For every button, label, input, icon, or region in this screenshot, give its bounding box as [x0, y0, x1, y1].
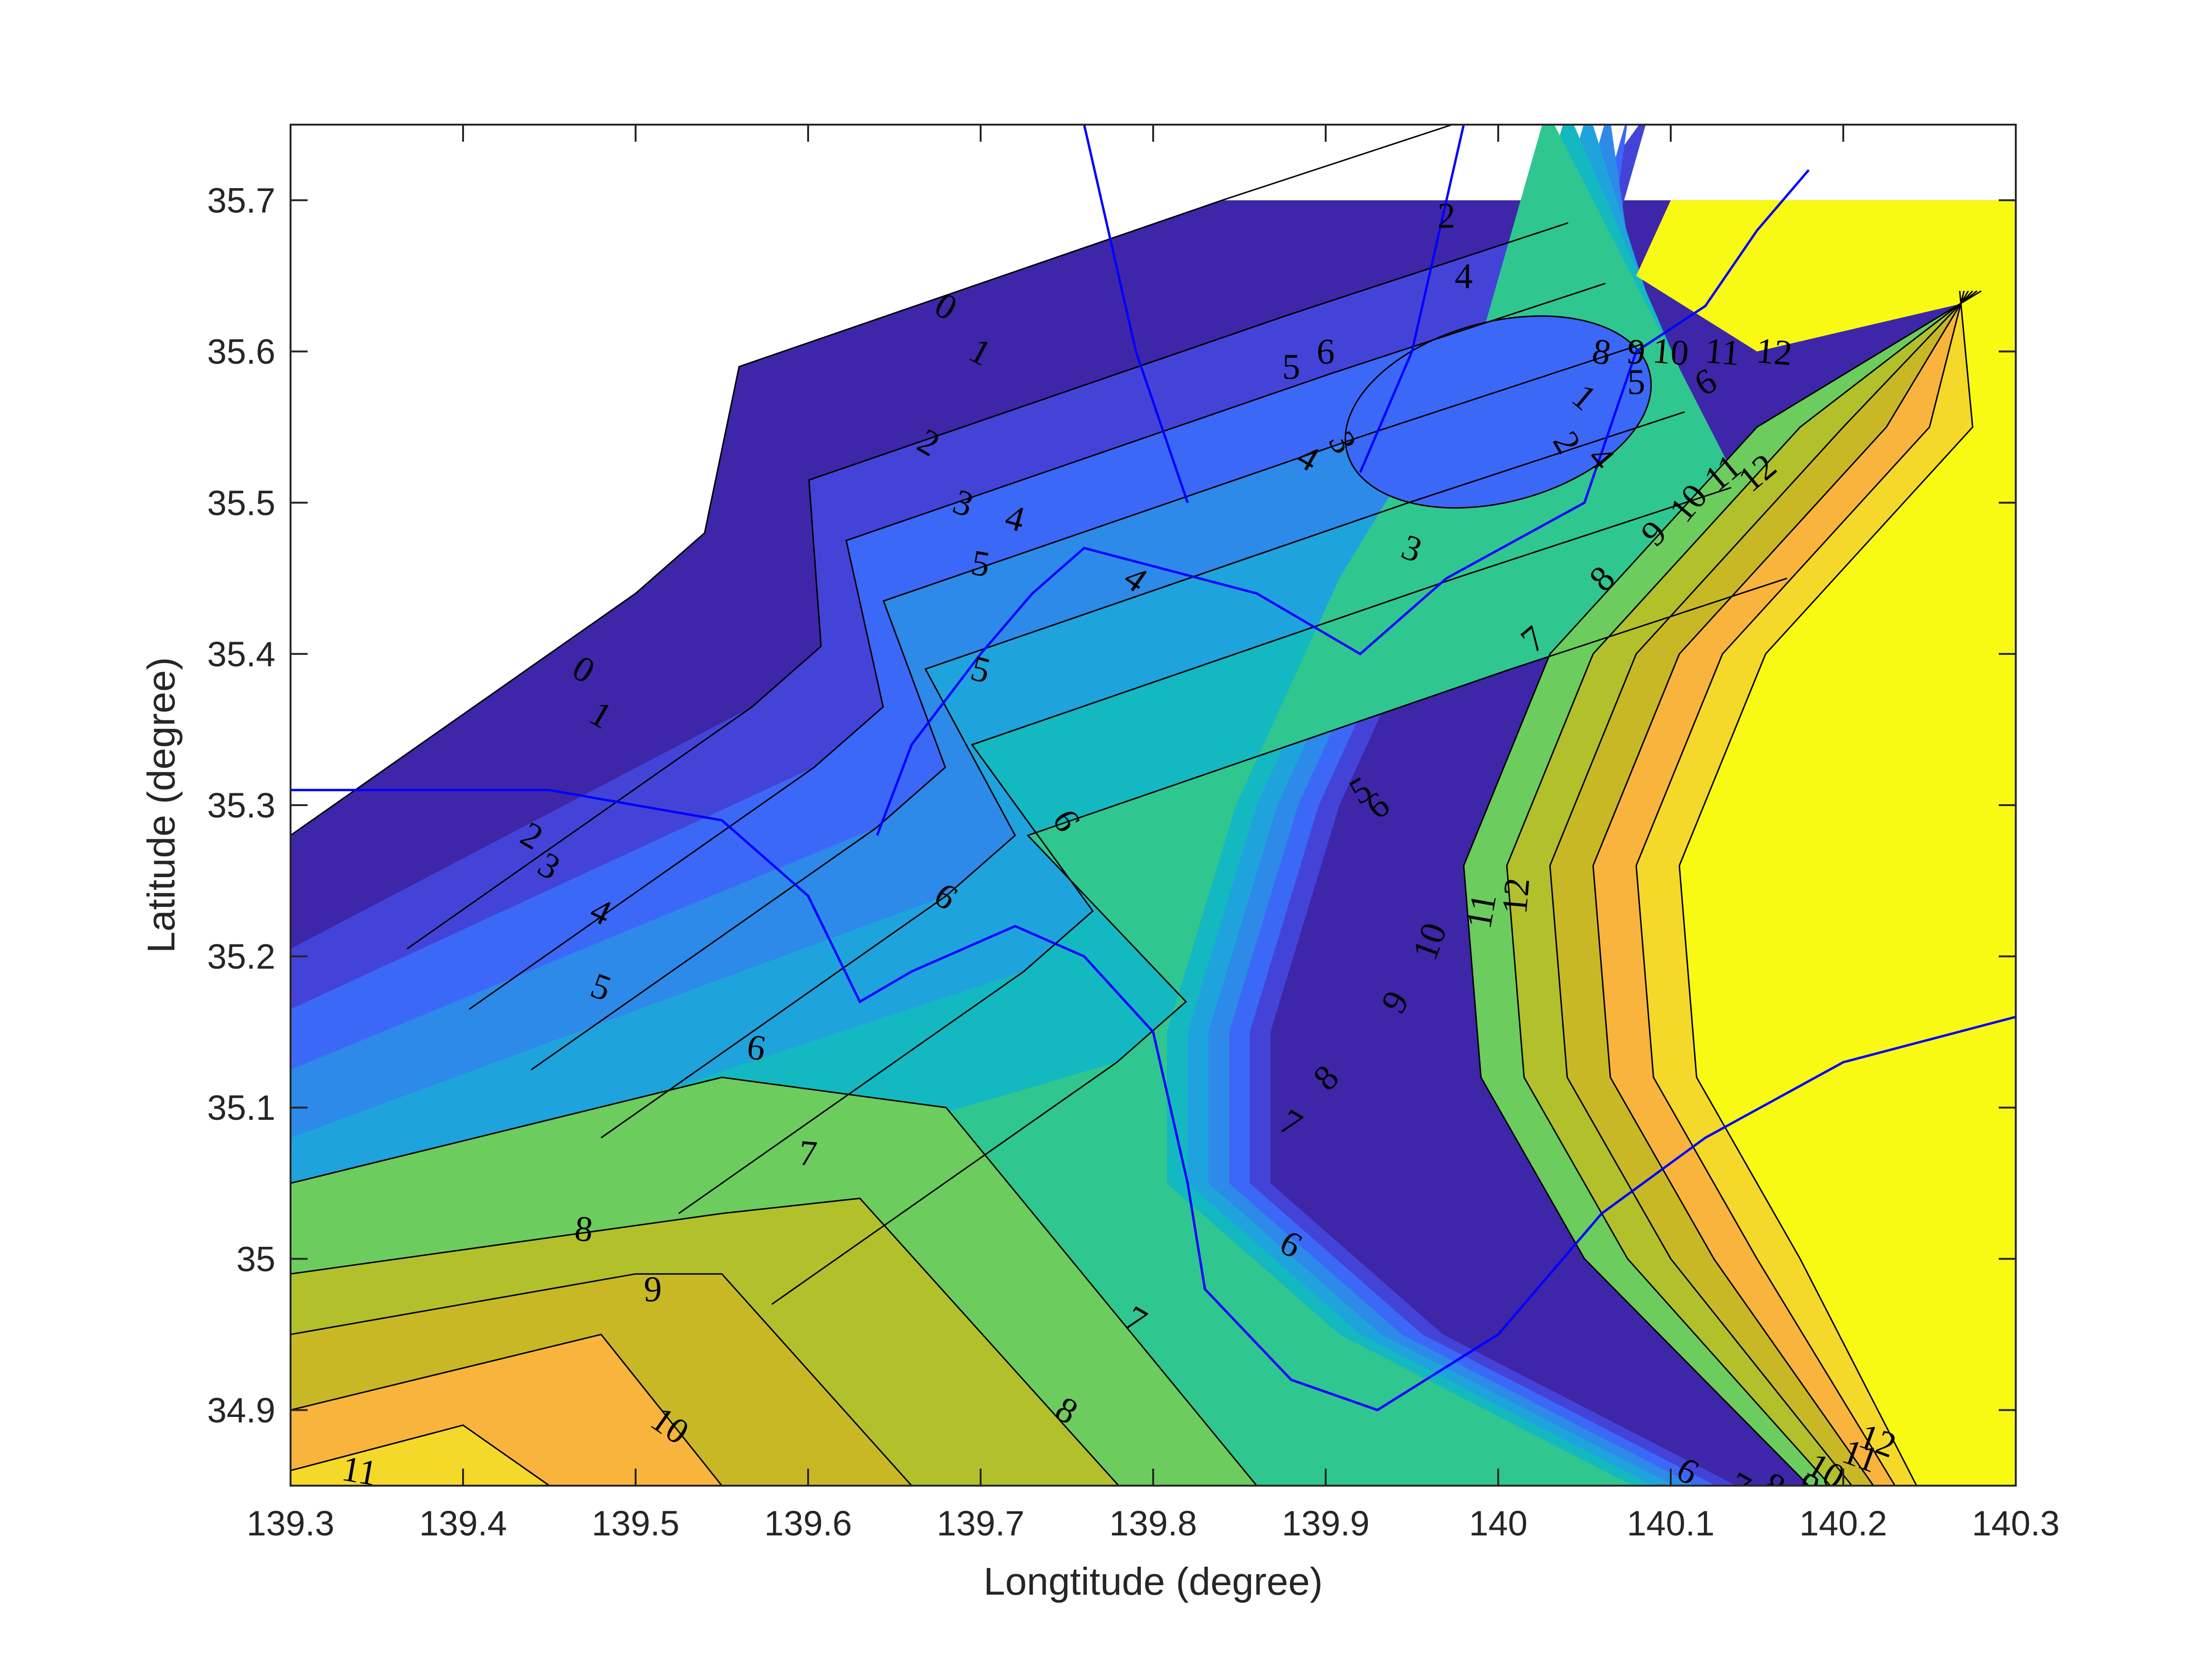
- contour-label: 5: [1282, 347, 1300, 387]
- x-tick-label: 140.2: [1799, 1504, 1887, 1543]
- contour-line-4: [601, 411, 1685, 1139]
- contour-label: 12: [1755, 331, 1794, 373]
- contour-label: 9: [1626, 331, 1647, 372]
- contour-line-7: [1463, 290, 1982, 1486]
- x-tick-label: 140.1: [1627, 1504, 1714, 1543]
- x-tick-label: 139.5: [592, 1504, 679, 1543]
- y-tick-label: 34.9: [207, 1390, 275, 1430]
- contour-bands: [291, 125, 2016, 1486]
- contour-lines: [291, 125, 1982, 1486]
- contour-line-9: [291, 1273, 912, 1486]
- x-axis-label: Longtitude (degree): [983, 1560, 1323, 1603]
- low-pocket: [1344, 315, 1652, 509]
- x-axis: 139.3 139.4 139.5 139.6 139.7 139.8 139.9 140 14…: [246, 125, 2060, 1543]
- contour-line-1: [406, 222, 1568, 950]
- contour-line-10: [291, 1334, 723, 1486]
- x-tick-label: 139.7: [937, 1504, 1024, 1543]
- y-tick-label: 35.2: [207, 937, 275, 976]
- contour-line-11: [291, 1424, 550, 1486]
- x-tick-label: 140: [1469, 1504, 1527, 1543]
- x-tick-label: 139.3: [246, 1504, 334, 1543]
- contour-label: 4: [1455, 256, 1473, 296]
- contour-line-9: [1549, 290, 1974, 1486]
- contour-line-8: [1506, 290, 1978, 1486]
- contour-label: 6: [1317, 332, 1335, 372]
- contour-label: 12: [1494, 876, 1537, 916]
- x-tick-label: 139.4: [419, 1504, 507, 1543]
- y-tick-label: 35.4: [207, 635, 275, 674]
- x-tick-label: 140.3: [1972, 1504, 2059, 1543]
- y-axis: 34.9 35 35.1 35.2 35.3 35.4 35.5 35.6 35.7: [207, 181, 2016, 1430]
- y-tick-label: 35.6: [207, 332, 275, 372]
- y-tick-label: 35.5: [207, 483, 275, 523]
- x-tick-label: 139.8: [1109, 1504, 1197, 1543]
- y-tick-label: 35.3: [207, 786, 275, 825]
- y-axis-label: Latitude (degree): [140, 657, 183, 953]
- contour-line-12: [1678, 290, 1974, 1486]
- y-tick-label: 35.7: [207, 181, 275, 220]
- y-tick-label: 35.1: [207, 1088, 275, 1127]
- contour-label: 5: [1627, 362, 1645, 402]
- contour-label: 7: [797, 1133, 819, 1174]
- contour-line-2: [468, 282, 1606, 1010]
- contour-line-10: [1592, 290, 1969, 1486]
- contour-label: 2: [1438, 196, 1456, 236]
- contour-label: 11: [1459, 890, 1504, 932]
- coastline-segment: [1359, 125, 1465, 473]
- contour-label: 11: [1703, 331, 1741, 373]
- contour-line-8: [291, 1198, 1120, 1486]
- y-tick-label: 35: [237, 1239, 275, 1279]
- x-tick-label: 139.9: [1282, 1504, 1369, 1543]
- band-11: [291, 1425, 549, 1486]
- band-12-upper: [1636, 200, 2016, 352]
- coastline: [291, 125, 2016, 1412]
- contour-line-0: [291, 125, 1455, 836]
- contour-line-6: [771, 577, 1787, 1305]
- contour-line-3: [530, 343, 1643, 1071]
- contour-label: 9: [644, 1270, 662, 1309]
- coastline-segment: [291, 789, 2016, 1412]
- band-12: [1679, 291, 2016, 1486]
- coastline-segment: [876, 169, 1810, 836]
- coastline-segment: [1083, 125, 1189, 503]
- contour-line-11: [1635, 290, 1965, 1486]
- contour-line-7: [291, 1076, 1257, 1486]
- x-tick-label: 139.6: [764, 1504, 852, 1543]
- contour-label: 10: [1651, 331, 1690, 373]
- contour-label: 11: [339, 1448, 380, 1493]
- contour-line-5: [678, 487, 1731, 1214]
- contour-label: 8: [573, 1208, 594, 1250]
